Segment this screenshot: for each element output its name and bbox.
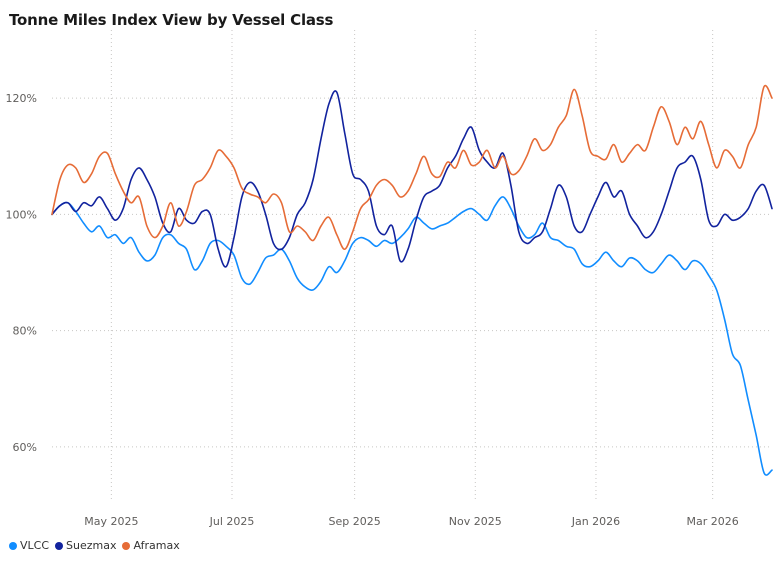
y-tick-label: 60% bbox=[13, 441, 37, 454]
x-tick-label: Jan 2026 bbox=[571, 515, 620, 528]
grid-lines bbox=[52, 30, 772, 501]
x-axis: May 2025 Jul 2025 Sep 2025 Nov 2025 Jan 2026… bbox=[84, 515, 739, 528]
legend-label: VLCC bbox=[20, 539, 50, 552]
y-tick-label: 120% bbox=[6, 92, 37, 105]
y-tick-label: 80% bbox=[13, 325, 37, 338]
legend-label: Suezmax bbox=[66, 539, 117, 552]
legend-item-aframax[interactable]: Aframax bbox=[122, 539, 180, 552]
y-tick-label: 100% bbox=[6, 208, 37, 221]
legend-item-vlcc[interactable]: VLCC bbox=[9, 539, 49, 552]
series-line-vlcc[interactable] bbox=[51, 196, 773, 476]
x-tick-label: Mar 2026 bbox=[687, 515, 739, 528]
x-tick-label: Nov 2025 bbox=[449, 515, 502, 528]
legend: VLCC Suezmax Aframax bbox=[9, 539, 186, 552]
legend-marker bbox=[122, 541, 131, 550]
legend-label: Aframax bbox=[133, 539, 180, 552]
series-lines bbox=[51, 84, 773, 476]
series-line-aframax[interactable] bbox=[51, 84, 773, 250]
legend-item-suezmax[interactable]: Suezmax bbox=[55, 539, 116, 552]
x-tick-label: Sep 2025 bbox=[329, 515, 381, 528]
legend-marker bbox=[9, 541, 17, 550]
series-line-suezmax[interactable] bbox=[51, 90, 773, 268]
chart-title: Tonne Miles Index View by Vessel Class bbox=[9, 11, 334, 29]
x-tick-label: Jul 2025 bbox=[209, 515, 255, 528]
legend-marker bbox=[55, 541, 64, 550]
y-axis: 60% 80% 100% 120% bbox=[6, 92, 37, 454]
x-tick-label: May 2025 bbox=[84, 515, 138, 528]
